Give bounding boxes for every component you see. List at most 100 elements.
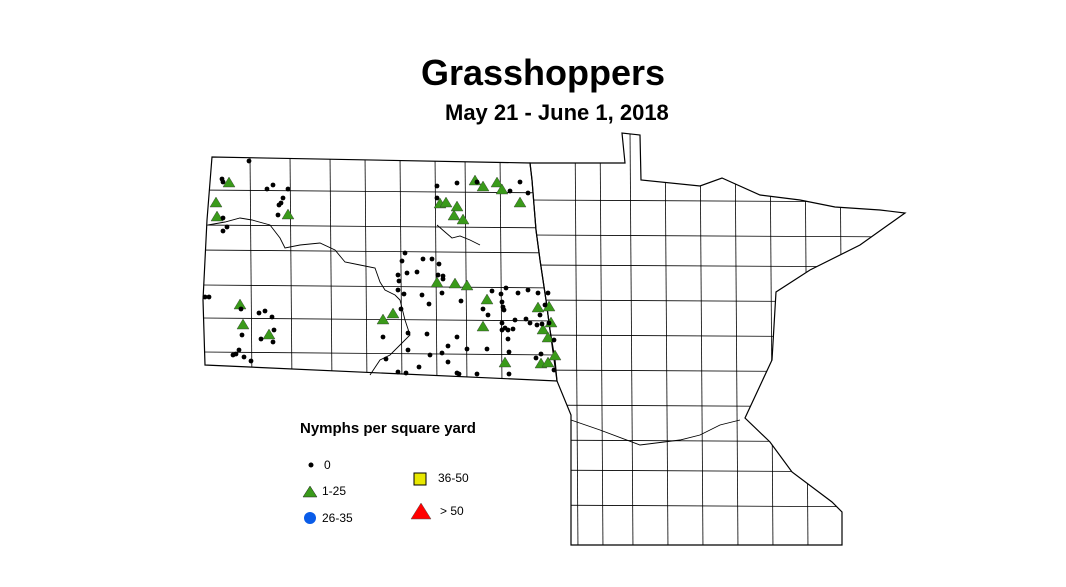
dot-0-marker [230,352,236,358]
dot-0-marker [525,190,531,196]
dot-0-marker [505,327,511,333]
triangle-1-25-marker [548,349,562,361]
dot-0-marker [537,312,543,318]
minnesota-outline [529,132,907,546]
dot-0-marker [434,183,440,189]
dot-0-marker [523,316,529,322]
dot-0-marker [539,321,545,327]
dot-0-marker [527,320,533,326]
triangle-1-25-marker [490,176,504,188]
dot-0-marker [533,355,539,361]
triangle-1-25-marker [468,174,482,186]
triangle-1-25-marker [450,200,464,212]
dot-0-marker [401,291,407,297]
missouri-river [207,217,411,376]
triangle-1-25-marker [448,277,462,289]
triangle-1-25-marker [439,196,453,208]
dot-0-marker [420,256,426,262]
legend-item-4: > 50 [410,502,464,520]
dot-0-marker [440,276,446,282]
dot-0-marker [269,314,275,320]
map-subtitle: May 21 - June 1, 2018 [445,100,669,125]
dot-0-marker [276,202,282,208]
triangle-1-25-marker [210,210,224,222]
dot-0-marker [505,336,511,342]
triangle-1-25-marker [460,279,474,291]
dot-0-marker [424,331,430,337]
dot-0-marker [525,287,531,293]
dot-0-marker [419,292,425,298]
triangle-1-25-marker [456,213,470,225]
dot-0-marker [202,294,208,300]
dot-icon [308,462,314,468]
nd-county-lines [203,157,557,381]
dot-0-marker [224,224,230,230]
dot-0-marker [246,158,252,164]
dot-0-marker [439,350,445,356]
mn-county-lines [530,133,905,545]
dot-0-marker [426,301,432,307]
triangle-1-25-marker [222,176,236,188]
dot-0-marker [248,358,254,364]
green-triangle-icon [302,485,318,498]
dot-0-marker [270,182,276,188]
blue-circle-icon [304,512,316,524]
dot-0-marker [436,261,442,267]
triangle-1-25-marker [480,293,494,305]
dot-0-marker [275,212,281,218]
triangle-1-25-marker [541,331,555,343]
triangle-1-25-marker [386,307,400,319]
dot-0-marker [510,326,516,332]
triangle-1-25-marker [476,320,490,332]
triangle-1-25-marker [236,318,250,330]
dot-0-marker [517,179,523,185]
dot-0-marker [445,343,451,349]
dot-0-marker [404,270,410,276]
dot-0-marker [220,228,226,234]
dot-0-marker [206,294,212,300]
triangle-1-25-marker [376,313,390,325]
dot-0-marker [445,359,451,365]
triangle-1-25-marker [531,301,545,313]
dot-0-marker [485,312,491,318]
dot-0-marker [454,180,460,186]
dot-0-marker [546,320,552,326]
dot-0-marker [258,336,264,342]
dot-0-marker [506,371,512,377]
legend-item-0: 0 [306,458,331,472]
dot-0-marker [535,290,541,296]
triangle-1-25-marker [262,328,276,340]
dot-0-marker [262,308,268,314]
survey-points [202,158,562,377]
dot-0-marker [380,334,386,340]
dot-0-marker [458,298,464,304]
dot-0-marker [395,272,401,278]
dot-0-marker [489,288,495,294]
triangle-1-25-marker [536,323,550,335]
dot-0-marker [551,367,557,373]
dot-0-marker [501,307,507,313]
dot-0-marker [270,339,276,345]
dot-0-marker [271,327,277,333]
dot-0-marker [256,310,262,316]
triangle-1-25-marker [430,276,444,288]
dot-0-marker [405,330,411,336]
dot-0-marker [499,299,505,305]
dot-0-marker [498,291,504,297]
yellow-square-icon [413,472,427,486]
triangle-1-25-marker [447,209,461,221]
dot-0-marker [474,371,480,377]
dot-0-marker [545,290,551,296]
dot-0-marker [395,369,401,375]
dot-0-marker [506,349,512,355]
dot-0-marker [551,337,557,343]
dot-0-marker [439,290,445,296]
dot-0-marker [512,317,518,323]
dot-0-marker [499,320,505,326]
dot-0-marker [456,371,462,377]
triangle-1-25-marker [495,183,509,195]
triangle-1-25-marker [513,196,527,208]
triangle-1-25-marker [541,356,555,368]
dot-0-marker [464,346,470,352]
